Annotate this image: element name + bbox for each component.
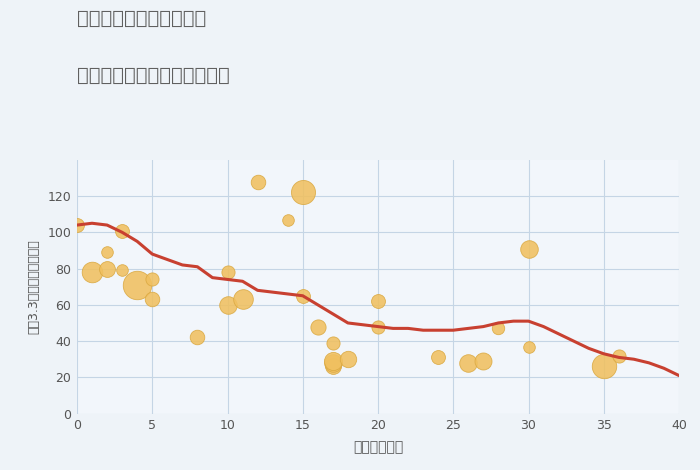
Point [192, 334, 203, 341]
Point [252, 178, 263, 185]
Point [523, 343, 534, 350]
Point [463, 359, 474, 367]
Point [372, 298, 384, 305]
Point [237, 296, 248, 303]
Text: 三重県四日市市楠町小倉: 三重県四日市市楠町小倉 [77, 9, 206, 28]
Point [328, 339, 339, 347]
Text: 築年数別中古マンション価格: 築年数別中古マンション価格 [77, 66, 230, 85]
X-axis label: 築年数（年）: 築年数（年） [353, 440, 403, 454]
Point [282, 216, 293, 223]
Point [147, 276, 158, 283]
Point [71, 221, 83, 229]
Point [132, 281, 143, 289]
Point [477, 357, 489, 365]
Point [222, 268, 233, 276]
Point [372, 323, 384, 330]
Point [342, 355, 354, 363]
Point [147, 296, 158, 303]
Point [102, 265, 113, 272]
Point [433, 353, 444, 361]
Point [613, 352, 624, 360]
Point [116, 227, 128, 234]
Point [102, 249, 113, 256]
Point [328, 357, 339, 365]
Point [222, 301, 233, 309]
Point [87, 268, 98, 276]
Point [116, 266, 128, 274]
Point [312, 323, 323, 330]
Point [297, 188, 308, 196]
Y-axis label: 坪（3.3㎡）単価（万円）: 坪（3.3㎡）単価（万円） [27, 239, 41, 334]
Point [328, 363, 339, 370]
Point [523, 245, 534, 252]
Point [297, 292, 308, 299]
Point [598, 363, 609, 370]
Point [493, 325, 504, 332]
Point [328, 359, 339, 367]
